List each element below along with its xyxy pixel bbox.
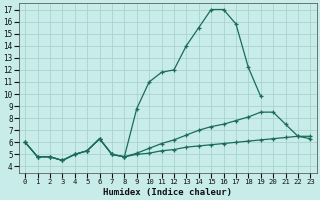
X-axis label: Humidex (Indice chaleur): Humidex (Indice chaleur): [103, 188, 232, 197]
